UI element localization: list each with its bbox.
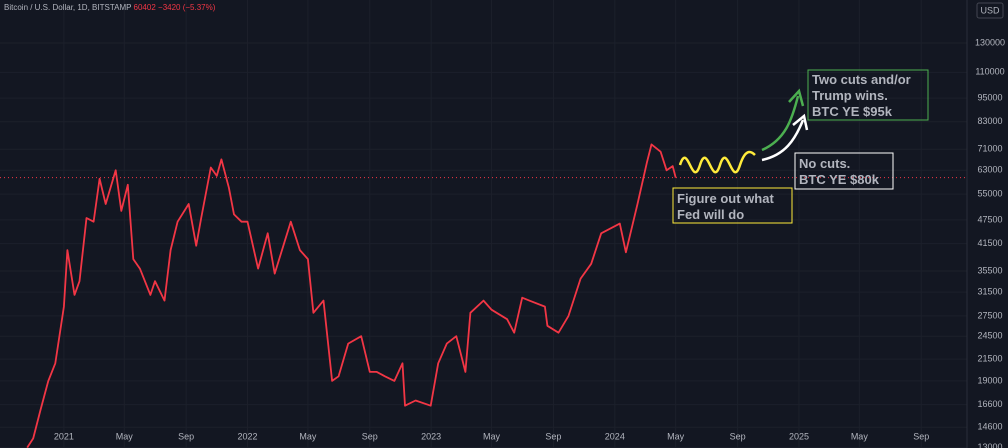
x-tick-label: May bbox=[299, 431, 317, 441]
x-tick-label: Sep bbox=[178, 431, 194, 441]
x-tick-label: May bbox=[851, 431, 869, 441]
annotation-text: Fed will do bbox=[677, 207, 744, 222]
x-tick-label: May bbox=[667, 431, 685, 441]
y-tick-label: 14600 bbox=[977, 422, 1002, 432]
x-tick-label: 2022 bbox=[238, 431, 258, 441]
unit-box bbox=[976, 2, 1004, 19]
y-tick-label: 41500 bbox=[977, 238, 1002, 248]
annotation-fed: Figure out what Fed will do bbox=[672, 187, 793, 224]
y-tick-label: 24500 bbox=[977, 331, 1002, 341]
last-price: 60402 bbox=[134, 3, 157, 12]
y-tick-label: 63000 bbox=[977, 165, 1002, 175]
x-tick-label: Sep bbox=[362, 431, 378, 441]
y-tick-label: 27500 bbox=[977, 310, 1002, 320]
annotation-text: BTC YE $80k bbox=[799, 172, 880, 187]
y-tick-label: 13000 bbox=[977, 442, 1002, 448]
x-tick-label: Sep bbox=[545, 431, 561, 441]
up-arrow bbox=[761, 95, 800, 152]
y-tick-label: 31500 bbox=[977, 286, 1002, 296]
annotation-text: No cuts. bbox=[799, 156, 850, 171]
y-tick-label: 130000 bbox=[975, 37, 1005, 47]
y-tick-label: 47500 bbox=[977, 214, 1002, 224]
plot bbox=[0, 143, 967, 448]
x-tick-label: 2024 bbox=[605, 431, 625, 441]
y-tick-label: 55000 bbox=[977, 188, 1002, 198]
annotation-box bbox=[794, 152, 894, 190]
y-tick-label: 95000 bbox=[977, 92, 1002, 102]
y-tick-label: 21500 bbox=[977, 354, 1002, 364]
annotation-box bbox=[807, 69, 929, 121]
y-tick-label: 35500 bbox=[977, 265, 1002, 275]
change-pct: (−5.37%) bbox=[183, 3, 216, 12]
x-tick-label: May bbox=[116, 431, 134, 441]
mid-arrowhead bbox=[792, 113, 809, 131]
x-tick-label: May bbox=[483, 431, 501, 441]
x-tick-label: Sep bbox=[913, 431, 929, 441]
price-line bbox=[26, 143, 677, 448]
y-tick-label: 19000 bbox=[977, 375, 1002, 385]
y-tick-label: 16600 bbox=[977, 399, 1002, 409]
x-tick-label: 2025 bbox=[789, 431, 809, 441]
squiggle bbox=[678, 150, 756, 174]
y-unit: USD bbox=[980, 5, 1000, 15]
annotation-text: Trump wins. bbox=[812, 88, 888, 103]
x-tick-label: 2021 bbox=[54, 431, 74, 441]
change: −3420 bbox=[158, 3, 181, 12]
annotation-box bbox=[672, 187, 793, 224]
annotation-nocuts: No cuts. BTC YE $80k bbox=[794, 152, 894, 190]
y-tick-label: 110000 bbox=[975, 67, 1004, 77]
annotation-text: Figure out what bbox=[677, 191, 774, 206]
y-tick-label: 83000 bbox=[977, 116, 1002, 126]
x-tick-label: 2023 bbox=[421, 431, 441, 441]
header: Bitcoin / U.S. Dollar, 1D, BITSTAMP 6040… bbox=[4, 3, 216, 12]
mid-arrow bbox=[761, 119, 805, 162]
annotation-text: BTC YE $95k bbox=[812, 104, 893, 119]
up-arrowhead bbox=[788, 88, 805, 107]
y-tick-label: 71000 bbox=[977, 144, 1002, 154]
annotation-cuts: Two cuts and/or Trump wins. BTC YE $95k bbox=[807, 69, 929, 121]
symbol: Bitcoin / U.S. Dollar, 1D, BITSTAMP bbox=[4, 3, 131, 12]
x-tick-label: Sep bbox=[730, 431, 746, 441]
annotation-text: Two cuts and/or bbox=[812, 72, 911, 87]
